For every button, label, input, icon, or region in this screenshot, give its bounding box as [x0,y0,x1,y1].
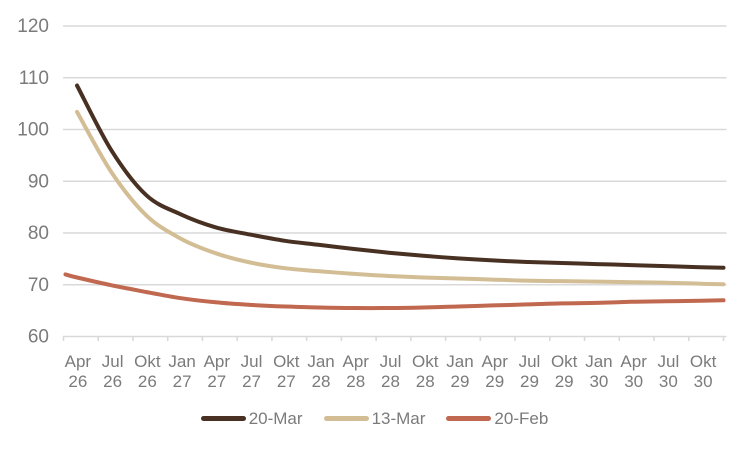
x-axis-label-month: Okt [273,352,300,371]
x-axis-label-year: 27 [173,372,192,391]
x-axis-label-month: Jul [102,352,124,371]
x-axis-label-year: 30 [624,372,643,391]
x-axis-label: Jan 29 [446,352,473,391]
x-axis-label-year: 30 [589,372,608,391]
x-axis-label-month: Jul [241,352,263,371]
x-axis-label-month: Jan [307,352,334,371]
legend-label: 20-Mar [248,409,303,428]
x-axis-label: Apr 30 [620,352,647,391]
x-axis-label-year: 27 [277,372,296,391]
x-axis-label: Apr 29 [481,352,508,391]
x-axis-label: Jul 28 [380,352,402,391]
x-axis-label-month: Jan [446,352,473,371]
y-axis-label: 90 [28,171,49,192]
x-axis-label-month: Jul [380,352,402,371]
x-axis-label-year: 26 [138,372,157,391]
y-axis-label: 70 [28,275,49,296]
x-axis-label-year: 28 [346,372,365,391]
y-axis-label: 120 [17,16,49,37]
x-axis-label-month: Okt [690,352,717,371]
y-axis-label: 80 [28,223,49,244]
x-axis-label: Jul 30 [658,352,680,391]
x-axis-label: Okt 28 [412,352,439,391]
x-axis-label: Apr 28 [343,352,370,391]
legend-label: 20-Feb [494,409,549,428]
x-axis-label-year: 29 [485,372,504,391]
y-axis-label: 60 [28,327,49,348]
legend-swatch-20-feb [446,416,492,421]
legend-label: 13-Mar [371,409,426,428]
x-axis-label-month: Okt [134,352,161,371]
x-axis-label-year: 30 [659,372,678,391]
y-axis-label: 110 [19,68,49,89]
legend-swatch-13-mar [323,416,369,421]
x-axis-label-month: Apr [481,352,508,371]
x-axis-label: Okt 26 [134,352,161,391]
x-axis-label: Apr 26 [65,352,92,391]
x-axis-label-year: 29 [555,372,574,391]
x-axis-label: Okt 29 [551,352,578,391]
x-axis-label-month: Jan [585,352,612,371]
x-axis-label-year: 29 [451,372,470,391]
x-axis-label-month: Apr [204,352,231,371]
x-axis-label-year: 26 [68,372,87,391]
x-axis-label-year: 26 [103,372,122,391]
legend-swatch-20-mar [200,416,246,421]
x-axis-label-month: Jul [658,352,680,371]
chart-legend: 20-Mar 13-Mar 20-Feb [0,410,749,427]
x-axis-label-month: Jan [168,352,195,371]
x-axis-label-month: Okt [551,352,578,371]
x-axis-label: Jan 27 [168,352,195,391]
legend-item-20-mar: 20-Mar [200,409,303,428]
x-axis-label-month: Apr [343,352,370,371]
x-axis-label-year: 28 [416,372,435,391]
x-axis-label-month: Jul [519,352,541,371]
x-axis-label-year: 28 [312,372,331,391]
x-axis-label-year: 28 [381,372,400,391]
x-axis-label-year: 27 [207,372,226,391]
x-axis-label-month: Apr [65,352,92,371]
x-axis-label-month: Apr [620,352,647,371]
x-axis-label-year: 27 [242,372,261,391]
x-axis-label: Jul 27 [241,352,263,391]
x-axis-label-year: 29 [520,372,539,391]
x-axis-label: Jan 30 [585,352,612,391]
series-line-20-feb [63,272,726,311]
series-line-13-mar [75,109,726,287]
legend-item-13-mar: 13-Mar [323,409,426,428]
x-axis-label: Apr 27 [204,352,231,391]
x-axis-label: Jul 26 [102,352,124,391]
x-axis-label-month: Okt [412,352,439,371]
y-axis-label: 100 [17,120,49,141]
x-axis-label: Okt 30 [690,352,717,391]
x-axis-label: Jan 28 [307,352,334,391]
x-axis-label: Jul 29 [519,352,541,391]
x-axis-label-year: 30 [694,372,713,391]
x-axis-label: Okt 27 [273,352,300,391]
series-line-20-mar [75,83,726,270]
legend-item-20-feb: 20-Feb [446,410,548,427]
